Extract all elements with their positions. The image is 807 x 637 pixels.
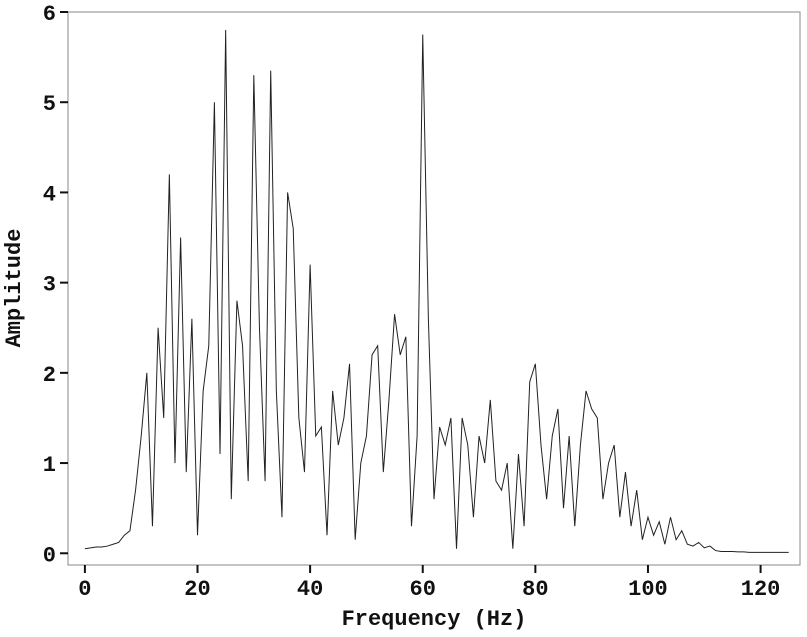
y-tick-label: 0 <box>43 543 56 568</box>
x-tick-label: 100 <box>628 577 668 602</box>
y-tick-label: 6 <box>43 2 56 27</box>
y-tick-label: 5 <box>43 92 56 117</box>
x-tick-label: 120 <box>741 577 781 602</box>
y-axis-label: Amplitude <box>2 229 27 348</box>
spectrum-line <box>84 30 789 553</box>
x-tick-label: 40 <box>297 577 323 602</box>
x-axis-label: Frequency (Hz) <box>342 607 527 632</box>
x-tick-label: 0 <box>78 577 91 602</box>
y-tick-label: 1 <box>43 453 56 478</box>
plot-frame <box>67 11 801 566</box>
y-tick-label: 2 <box>43 363 56 388</box>
y-tick-label: 4 <box>43 182 56 207</box>
y-tick-label: 3 <box>43 273 56 298</box>
x-tick-label: 20 <box>184 577 210 602</box>
x-tick-label: 60 <box>410 577 436 602</box>
x-tick-label: 80 <box>522 577 548 602</box>
